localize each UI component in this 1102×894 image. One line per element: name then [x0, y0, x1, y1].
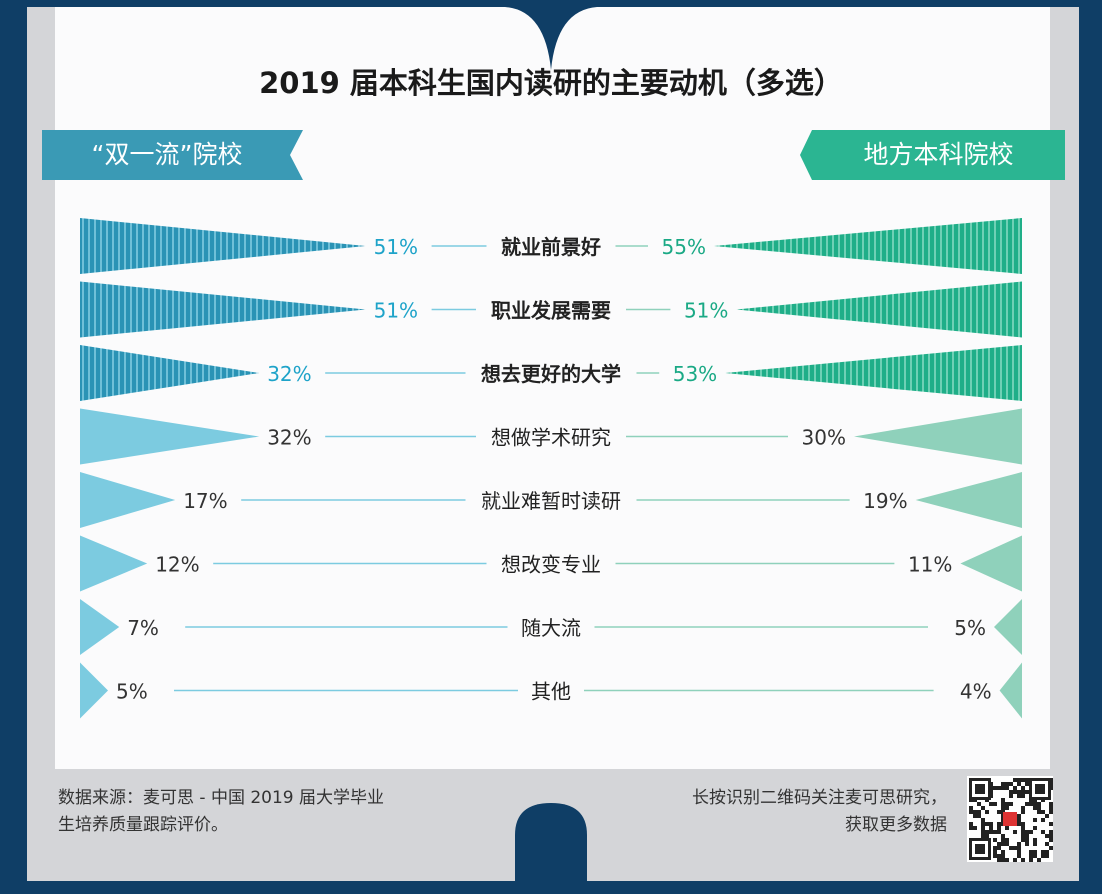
right-value-label: 51% [684, 299, 728, 323]
left-value-label: 51% [374, 299, 418, 323]
left-bar [80, 535, 148, 592]
category-label: 职业发展需要 [491, 299, 611, 323]
left-value-label: 17% [183, 489, 227, 513]
qr-code-icon[interactable] [967, 776, 1053, 862]
left-bar [80, 218, 366, 274]
left-bar [80, 599, 120, 655]
right-bar [725, 345, 1022, 401]
right-bar [736, 281, 1022, 338]
right-banner-bg [800, 130, 1065, 180]
left-value-label: 7% [127, 616, 159, 640]
left-value-label: 32% [267, 362, 311, 386]
source-line-2: 生培养质量跟踪评价。 [58, 815, 228, 835]
category-label: 就业前景好 [501, 235, 601, 259]
right-value-label: 53% [673, 362, 717, 386]
right-bar [960, 535, 1022, 592]
category-label: 随大流 [521, 616, 581, 640]
right-value-label: 5% [954, 616, 986, 640]
right-bar [999, 662, 1022, 719]
right-bar [714, 218, 1022, 274]
book-top-notch [505, 7, 597, 70]
left-bar [80, 472, 176, 528]
right-value-label: 4% [960, 680, 992, 704]
category-label: 想改变专业 [501, 553, 601, 577]
right-value-label: 19% [863, 489, 907, 513]
category-label: 其他 [531, 680, 571, 704]
left-value-label: 12% [155, 553, 199, 577]
left-banner-bg [42, 130, 303, 180]
category-label: 想做学术研究 [491, 426, 611, 450]
book-bottom-curve [55, 769, 1050, 810]
chart-title: 2019 届本科生国内读研的主要动机（多选） [259, 66, 843, 100]
right-bar [994, 599, 1022, 655]
legend-left-series: “双一流”院校 [91, 140, 243, 169]
book-spine [515, 803, 587, 881]
right-bar [915, 472, 1022, 528]
left-value-label: 5% [116, 680, 148, 704]
category-label: 想去更好的大学 [481, 362, 621, 386]
left-value-label: 51% [374, 235, 418, 259]
source-line-1: 数据来源：麦可思 - 中国 2019 届大学毕业 [58, 788, 385, 808]
right-value-label: 30% [802, 426, 846, 450]
legend-right-series: 地方本科院校 [863, 140, 1014, 169]
category-label: 就业难暂时读研 [481, 489, 621, 513]
left-value-label: 32% [267, 426, 311, 450]
left-bar [80, 345, 260, 401]
left-bar [80, 662, 108, 719]
right-bar [854, 408, 1022, 465]
left-bar [80, 408, 260, 465]
right-value-label: 55% [662, 235, 706, 259]
right-value-label: 11% [908, 553, 952, 577]
qr-caption-1: 长按识别二维码关注麦可思研究， [692, 788, 947, 808]
left-bar [80, 281, 366, 338]
qr-caption-2: 获取更多数据 [845, 815, 947, 835]
